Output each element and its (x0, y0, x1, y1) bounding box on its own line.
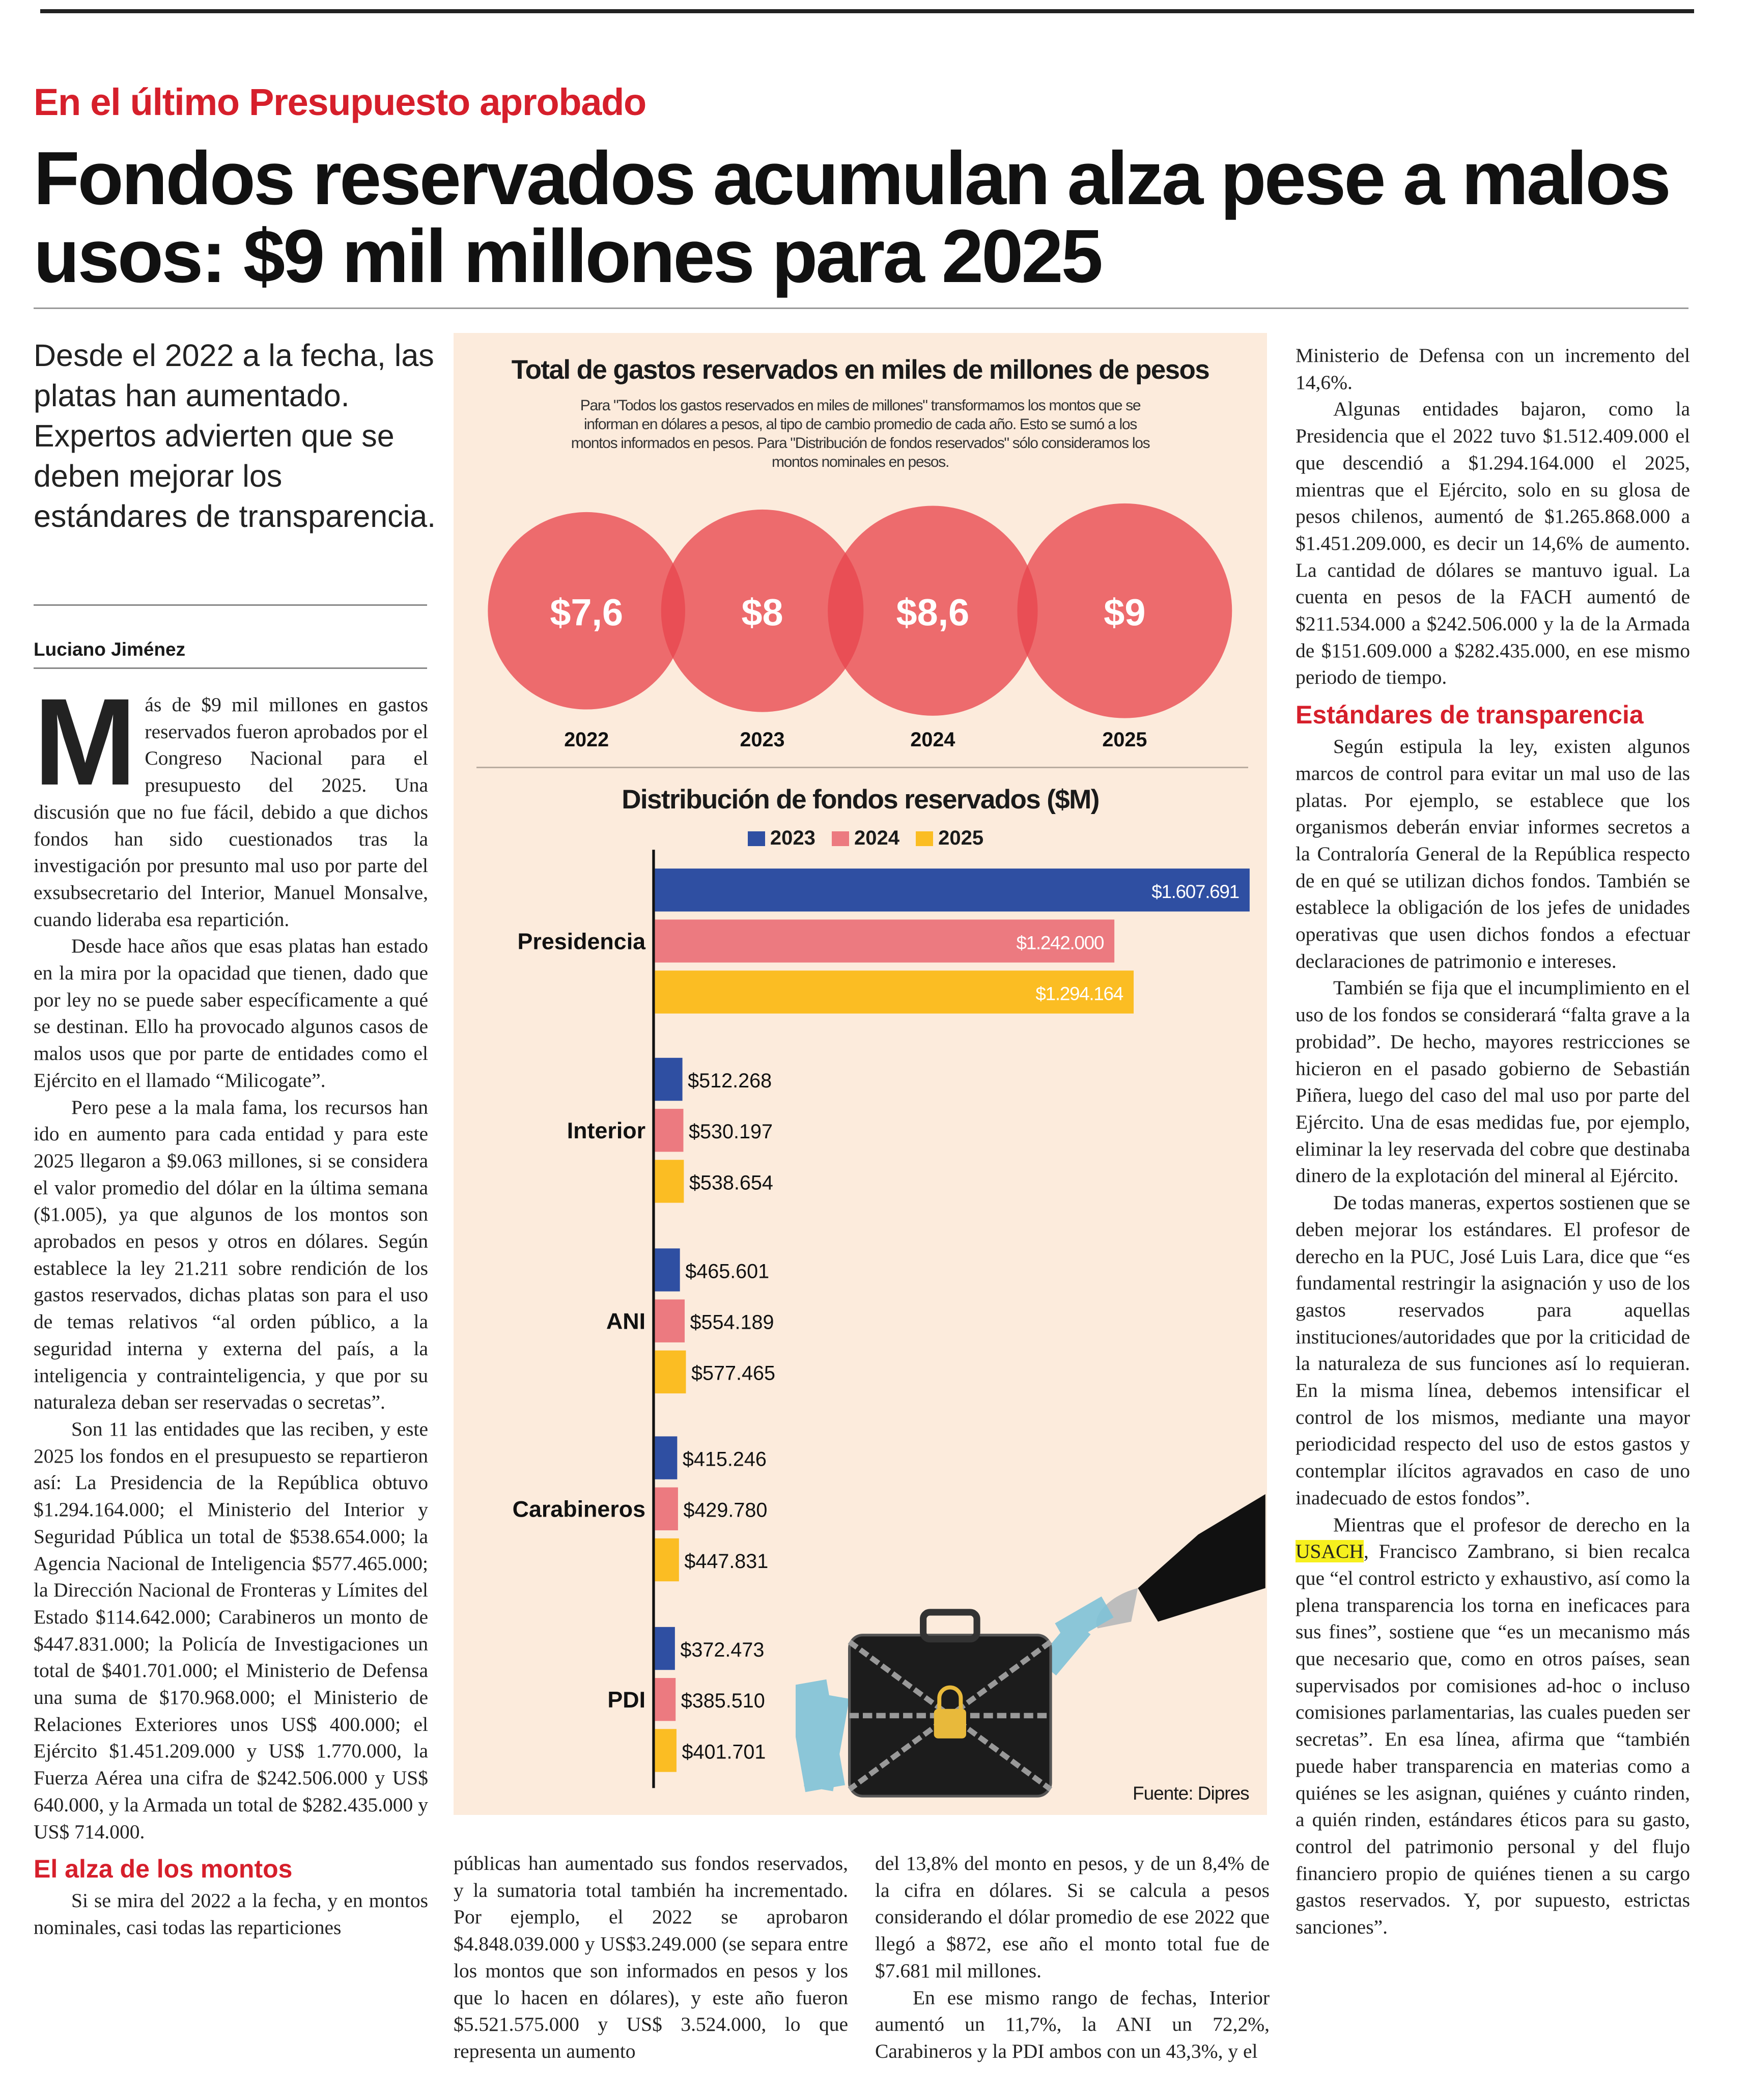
bar-chart-title: Distribución de fondos reservados ($M) (622, 785, 1100, 815)
legend-label: 2024 (854, 827, 899, 849)
year-label: 2025 (1102, 729, 1147, 751)
legend-swatch-2024 (832, 831, 849, 846)
bar-pdi-2024 (655, 1678, 676, 1721)
top-rule (40, 9, 1694, 13)
category-label: Carabineros (513, 1497, 646, 1522)
legend-swatch-2025 (916, 831, 934, 846)
legend-label: 2023 (770, 827, 815, 849)
briefcase-chained-with-money-icon (796, 1494, 1265, 1798)
headline: Fondos reservados acumulan alza pese a m… (34, 136, 1671, 298)
drop-cap: M (34, 673, 137, 811)
kicker: En el último Presupuesto aprobado (34, 81, 646, 123)
bar-ani-2023 (655, 1248, 680, 1292)
bar-chart: Presidencia $1.607.691 $1.242.000 $1.294.16… (513, 850, 1250, 1788)
bar-value-label: $447.831 (684, 1550, 768, 1573)
paragraph: De todas maneras, expertos sostienen que… (1296, 1191, 1690, 1509)
bar-ani-2024 (655, 1299, 685, 1342)
infographic-note: Para "Todos los gastos reservados en mil… (571, 397, 1150, 470)
text: Mientras que el profesor de derecho en l… (1333, 1513, 1690, 1536)
bar-value-label: $1.607.691 (1151, 881, 1239, 902)
year-label: 2022 (564, 729, 609, 751)
category-label: PDI (607, 1687, 645, 1713)
bar-value-label: $530.197 (689, 1121, 773, 1143)
category-label: Presidencia (518, 929, 646, 954)
bar-carabineros-2025 (655, 1538, 679, 1582)
paragraph: Pero pese a la mala fama, los recursos h… (34, 1096, 428, 1414)
bar-pdi-2025 (655, 1729, 677, 1772)
byline: Luciano Jiménez (34, 639, 186, 660)
bar-value-label: $554.189 (690, 1311, 774, 1333)
bar-carabineros-2024 (655, 1487, 678, 1531)
deck-rule (34, 604, 427, 606)
legend-swatch-2023 (747, 831, 765, 846)
bubble-2023 (661, 509, 864, 712)
bar-value-label: $465.601 (685, 1260, 769, 1282)
category-label: ANI (606, 1308, 645, 1334)
bar-value-label: $512.268 (688, 1070, 772, 1092)
paragraph: Algunas entidades bajaron, como la Presi… (1296, 398, 1690, 689)
year-label: 2023 (740, 729, 785, 751)
bar-interior-2025 (655, 1160, 684, 1203)
bar-pdi-2023 (655, 1627, 675, 1670)
bar-value-label: $1.294.164 (1035, 983, 1123, 1004)
bubble-2025 (1017, 503, 1232, 718)
text: , Francisco Zambrano, si bien recalca qu… (1296, 1540, 1690, 1939)
bubble-label: $7,6 (550, 592, 623, 634)
bubble-chart: $7,6 2022 $8 2023 $8,6 2024 $9 2025 (488, 503, 1232, 751)
byline-rule (34, 667, 427, 669)
bar-presidencia-2025 (655, 970, 1134, 1014)
bar-ani-2025 (655, 1350, 686, 1394)
column-2: públicas han aumentado sus fondos reserv… (454, 1850, 848, 2065)
infographic: Total de gastos reservados en miles de m… (454, 333, 1267, 1815)
bar-value-label: $385.510 (681, 1690, 765, 1712)
bar-presidencia-2023 (655, 869, 1250, 912)
paragraph: Si se mira del 2022 a la fecha, y en mon… (34, 1889, 428, 1939)
source-note: Fuente: Dipres (1133, 1783, 1250, 1804)
bubble-label: $8 (741, 592, 783, 634)
legend: 2023 2024 2025 (454, 827, 1267, 850)
infographic-title: Total de gastos reservados en miles de m… (511, 355, 1210, 385)
paragraph: Son 11 las entidades que las reciben, y … (34, 1417, 428, 1843)
bar-value-label: $415.246 (683, 1448, 767, 1470)
column-4: Ministerio de Defensa con un incremento … (1296, 342, 1690, 1941)
subheading: El alza de los montos (34, 1855, 293, 1884)
paragraph: del 13,8% del monto en pesos, y de un 8,… (875, 1852, 1270, 1982)
bar-interior-2023 (655, 1057, 683, 1101)
highlighted-text: USACH (1296, 1540, 1364, 1563)
paragraph: ás de $9 mil millones en gastos reservad… (34, 693, 428, 931)
subheading: Estándares de transparencia (1296, 701, 1644, 730)
bar-value-label: $538.654 (689, 1171, 773, 1194)
chart-divider (476, 767, 1248, 768)
bar-value-label: $1.242.000 (1017, 932, 1104, 953)
bubble-2024 (828, 506, 1038, 716)
paragraph: Ministerio de Defensa con un incremento … (1296, 344, 1690, 394)
paragraph: Mientras que el profesor de derecho en l… (1296, 1511, 1690, 1941)
paragraph: Según estipula la ley, existen algunos m… (1296, 735, 1690, 972)
paragraph: Desde hace años que esas platas han esta… (34, 935, 428, 1091)
bar-value-label: $577.465 (691, 1362, 775, 1385)
bar-value-label: $372.473 (680, 1639, 764, 1661)
bar-carabineros-2023 (655, 1436, 678, 1479)
paragraph: También se fija que el incumplimiento en… (1296, 976, 1690, 1187)
legend-label: 2025 (938, 827, 984, 849)
bubble-label: $9 (1104, 592, 1145, 634)
deck: Desde el 2022 a la fecha, las platas han… (34, 338, 436, 534)
bubble-label: $8,6 (896, 592, 970, 634)
bar-presidencia-2024 (655, 919, 1115, 963)
year-label: 2024 (910, 729, 955, 751)
column-3: del 13,8% del monto en pesos, y de un 8,… (875, 1850, 1270, 2065)
paragraph: públicas han aumentado sus fondos reserv… (454, 1852, 848, 2062)
bar-interior-2024 (655, 1109, 684, 1152)
bubble-2022 (488, 512, 685, 710)
category-label: Interior (567, 1118, 645, 1143)
bar-value-label: $401.701 (682, 1741, 766, 1763)
bar-value-label: $429.780 (683, 1499, 767, 1522)
paragraph: En ese mismo rango de fechas, Interior a… (875, 1986, 1270, 2062)
headline-rule (34, 307, 1688, 309)
